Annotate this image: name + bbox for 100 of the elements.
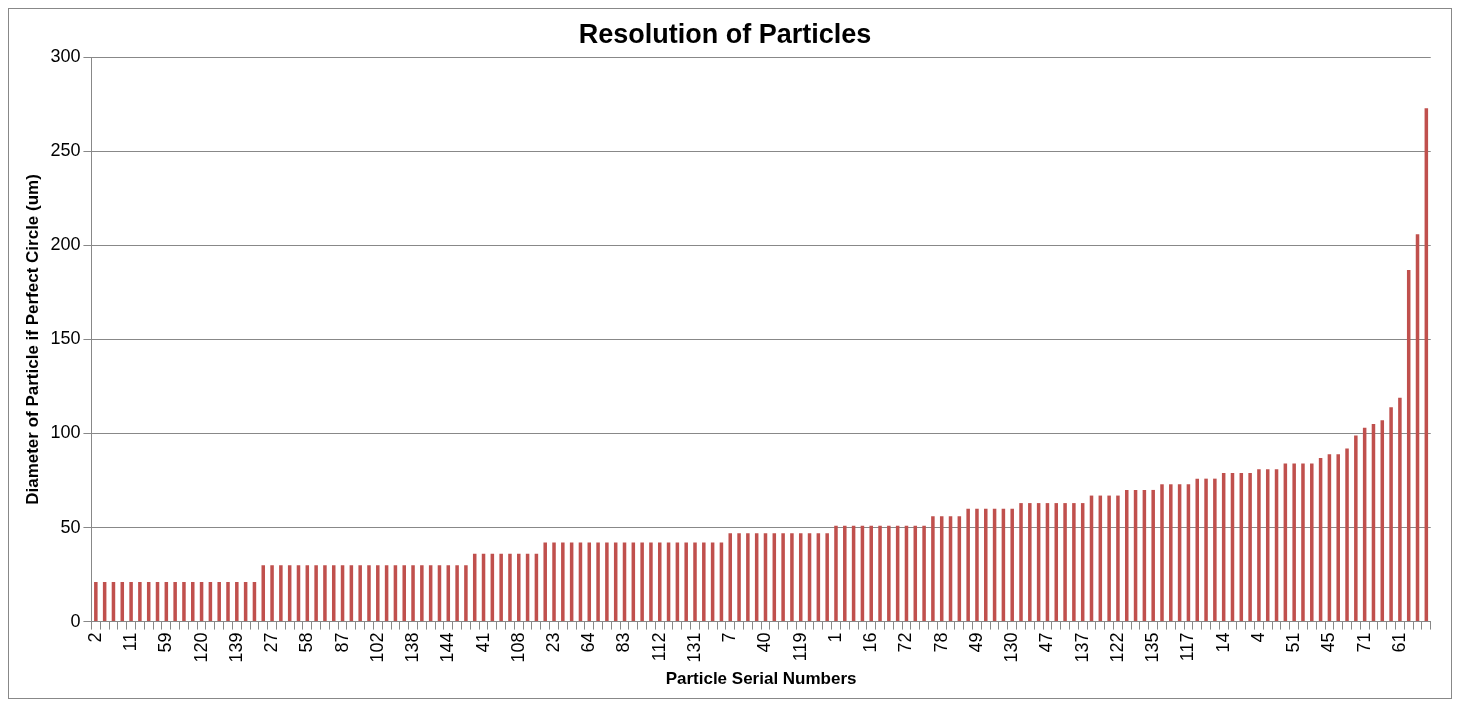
bar [235,582,239,622]
x-tick-label: 27 [261,632,282,653]
x-tick-label: 1 [824,632,845,643]
x-axis-title: Particle Serial Numbers [665,669,857,689]
bar [781,533,785,622]
y-tick-label: 200 [50,234,81,255]
y-tick-label: 150 [50,328,81,349]
x-tick-label: 14 [1212,632,1233,653]
bar [499,553,503,622]
bar [270,565,274,622]
bar [226,582,230,622]
x-tick-label: 59 [155,632,176,653]
bar [975,508,979,622]
bar [843,525,847,622]
x-tick-label: 40 [754,632,775,653]
bar [217,582,221,622]
bar [693,542,697,622]
x-tick-label: 4 [1247,632,1268,643]
bar [331,565,336,622]
bar [411,565,415,622]
x-tick-label: 108 [507,632,528,663]
x-tick-label: 135 [1142,632,1163,663]
x-tick-label: 61 [1388,632,1409,653]
bar [1169,484,1173,622]
bar [376,565,380,622]
bar [1107,495,1111,622]
bar [596,542,600,622]
bar [1292,463,1296,622]
bar [658,542,662,622]
bar [790,533,794,622]
bar [649,542,653,622]
bar [1398,397,1402,622]
bar [869,525,873,622]
bar [834,525,838,622]
bar [1248,473,1252,622]
y-tick-label: 250 [50,140,81,161]
bar [1389,407,1393,622]
bar [1072,503,1076,622]
y-tick-label: 100 [50,422,81,443]
bar [508,553,512,622]
x-tick-label: 119 [789,632,810,662]
bar [279,565,283,622]
bar [878,525,882,622]
y-tick-label: 50 [60,516,81,537]
x-tick-label: 138 [402,632,423,663]
y-tick-label: 300 [50,46,81,67]
x-tick-label: 144 [437,632,458,663]
bar [323,565,327,622]
bar [1063,503,1067,622]
bar [887,525,891,622]
x-tick-label: 112 [648,632,669,662]
bar [1257,469,1261,622]
bar [138,582,142,622]
bar [552,542,556,622]
x-tick-label: 16 [860,632,881,653]
y-axis-title: Diameter of Particle if Perfect Circle (um) [22,174,42,505]
bar [1204,478,1208,622]
bar [1301,463,1305,622]
bar [1151,489,1155,622]
bar [746,533,750,622]
x-tick-label: 87 [331,632,352,653]
x-tick-label: 120 [190,632,211,663]
x-tick-label: 130 [1001,632,1022,663]
bar [825,533,829,622]
bar [402,565,406,622]
bar [1116,495,1120,622]
bar [1213,478,1217,622]
bar [543,542,547,622]
bar [931,516,935,622]
bar [173,582,177,622]
x-tick-label: 51 [1283,632,1304,653]
x-tick-label: 41 [472,632,493,653]
x-tick-label: 47 [1036,632,1057,653]
x-tick-label: 45 [1318,632,1339,653]
x-tick-label: 23 [542,632,563,653]
bar [1124,489,1129,622]
x-tick-label: 78 [930,632,951,653]
x-tick-label: 58 [296,632,317,653]
x-tick-label: 72 [895,632,916,653]
bar [420,565,424,622]
x-tick-label: 122 [1106,632,1127,663]
x-tick-label: 83 [613,632,634,653]
bar [191,582,195,622]
bar [94,582,98,622]
x-tick-label: 71 [1353,632,1374,653]
bar [1160,484,1164,622]
bar [1336,454,1340,622]
chart-title: Resolution of Particles [578,18,872,49]
x-tick-label: 139 [225,632,246,663]
x-tick-label: 11 [120,632,141,652]
bar [561,542,565,622]
bar [129,582,133,622]
bar [1354,435,1358,622]
x-tick-label: 7 [719,632,740,643]
bar [605,542,609,622]
bar [984,508,988,622]
bar [640,542,644,622]
bar [464,565,468,622]
x-tick-label: 117 [1177,632,1198,662]
bar [358,565,362,622]
